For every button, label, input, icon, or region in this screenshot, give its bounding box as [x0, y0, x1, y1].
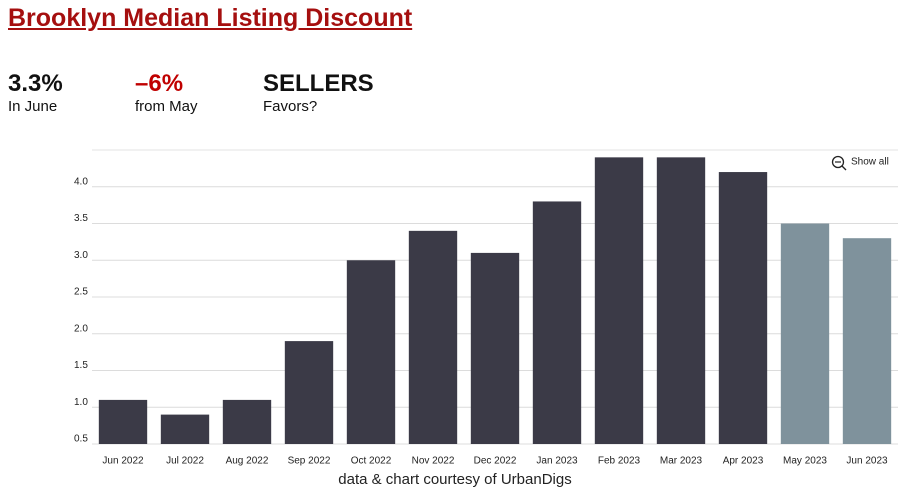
- stat-label: In June: [8, 98, 58, 115]
- credit: data & chart courtesy of UrbanDigs: [338, 471, 571, 488]
- bar: [160, 414, 210, 444]
- stat-label: Favors?: [263, 98, 318, 115]
- zoom-icon: [831, 155, 845, 169]
- x-tick-label: Sep 2022: [288, 456, 331, 467]
- x-tick-label: Jun 2022: [102, 456, 144, 467]
- bar: [346, 260, 396, 444]
- x-tick-label: Jan 2023: [536, 456, 578, 467]
- zoom-icon: [841, 165, 847, 171]
- y-tick-label: 0.5: [74, 434, 88, 445]
- stat: SELLERS Favors?: [263, 70, 374, 115]
- bar: [718, 172, 768, 445]
- y-tick-label: 2.0: [74, 323, 88, 334]
- stat-label: from May: [135, 98, 198, 115]
- bar: [656, 157, 706, 444]
- bar: [98, 399, 148, 444]
- stat-value: –6%: [135, 70, 184, 97]
- stat-value: SELLERS: [263, 70, 374, 97]
- stat: 3.3% In June: [8, 70, 63, 115]
- x-tick-label: Jun 2023: [846, 456, 888, 467]
- x-tick-label: Mar 2023: [660, 456, 703, 467]
- x-tick-label: Oct 2022: [351, 456, 392, 467]
- x-tick-label: Nov 2022: [412, 456, 455, 467]
- x-tick-label: May 2023: [783, 456, 827, 467]
- bar: [408, 230, 458, 444]
- bar: [222, 399, 272, 444]
- x-tick-label: Feb 2023: [598, 456, 641, 467]
- show-all[interactable]: Show all: [851, 157, 889, 168]
- x-tick-label: Apr 2023: [723, 456, 764, 467]
- show-all-button[interactable]: Show all: [831, 155, 889, 171]
- bar: [842, 238, 892, 444]
- title: Brooklyn Median Listing Discount: [8, 4, 413, 32]
- stat-value: 3.3%: [8, 70, 63, 97]
- bar: [780, 223, 830, 444]
- y-tick-label: 1.0: [74, 397, 88, 408]
- y-tick-label: 2.5: [74, 287, 88, 298]
- bar: [532, 201, 582, 444]
- bar: [594, 157, 644, 444]
- y-tick-label: 3.0: [74, 250, 88, 261]
- bar: [284, 341, 334, 444]
- x-tick-label: Aug 2022: [226, 456, 269, 467]
- y-tick-label: 1.5: [74, 360, 88, 371]
- y-tick-label: 4.0: [74, 176, 88, 187]
- y-tick-label: 3.5: [74, 213, 88, 224]
- bar: [470, 252, 520, 444]
- x-tick-label: Dec 2022: [474, 456, 517, 467]
- stat: –6% from May: [135, 70, 198, 115]
- x-tick-label: Jul 2022: [166, 456, 204, 467]
